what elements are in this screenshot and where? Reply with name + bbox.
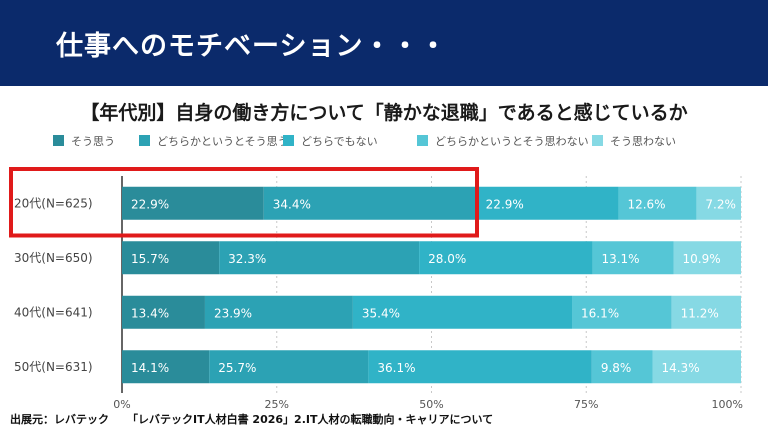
data-label-3-4: 16.1% <box>581 306 619 320</box>
bar-3--2 <box>204 295 353 329</box>
legend-swatch-3 <box>283 135 294 146</box>
bar-1--3 <box>476 186 619 220</box>
bar-3--1 <box>122 295 205 329</box>
bar-1--2 <box>263 186 477 220</box>
bar-1--1 <box>122 186 264 220</box>
legend-label-5: そう思わない <box>610 135 676 148</box>
category-label-3: 40代(N=641) <box>14 305 93 319</box>
data-label-3-1: 13.4% <box>131 306 169 320</box>
data-label-2-3: 28.0% <box>428 252 466 266</box>
source-label: 出展元：レバテック <box>10 413 109 426</box>
data-label-2-5: 10.9% <box>683 252 721 266</box>
bar-3--5 <box>671 295 741 329</box>
category-label-2: 30代(N=650) <box>14 251 93 265</box>
data-label-1-1: 22.9% <box>131 197 169 211</box>
bar-1--5 <box>696 186 741 220</box>
bar-2--5 <box>673 241 741 275</box>
bar-2--2 <box>219 241 420 275</box>
legend-label-3: どちらでもない <box>301 135 378 148</box>
bar-4--1 <box>122 350 210 384</box>
data-label-4-4: 9.8% <box>601 361 632 375</box>
data-label-3-5: 11.2% <box>681 306 719 320</box>
legend-label-1: そう思う <box>71 135 115 148</box>
bar-3--4 <box>572 295 672 329</box>
legend-swatch-2 <box>139 135 150 146</box>
data-label-3-3: 35.4% <box>362 306 400 320</box>
category-label-1: 20代(N=625) <box>14 196 93 210</box>
data-label-1-5: 7.2% <box>705 197 736 211</box>
x-tick-label-1: 0% <box>113 398 130 411</box>
category-label-4: 50代(N=631) <box>14 360 93 374</box>
header-banner: 仕事へのモチベーション・・・ <box>0 0 768 86</box>
legend-label-4: どちらかというとそう思わない <box>435 135 589 148</box>
data-label-1-2: 34.4% <box>273 197 311 211</box>
source-text: 「レバテックIT人材白書 2026」2.IT人材の転職動向・キャリアについて <box>127 413 494 426</box>
highlight-box <box>9 167 479 238</box>
x-tick-label-2: 25% <box>265 398 289 411</box>
data-label-3-2: 23.9% <box>214 306 252 320</box>
data-label-2-1: 15.7% <box>131 252 169 266</box>
bar-2--4 <box>592 241 674 275</box>
data-label-4-5: 14.3% <box>661 361 699 375</box>
bar-2--1 <box>122 241 220 275</box>
bar-4--3 <box>368 350 592 384</box>
data-label-2-2: 32.3% <box>228 252 266 266</box>
legend-label-2: どちらかというとそう思う <box>157 135 289 148</box>
bar-1--4 <box>618 186 697 220</box>
data-label-1-4: 12.6% <box>627 197 665 211</box>
chart-title: 【年代別】自身の働き方について「静かな退職」であると感じているか <box>80 102 688 124</box>
legend-swatch-4 <box>417 135 428 146</box>
bar-3--3 <box>352 295 573 329</box>
data-label-4-1: 14.1% <box>131 361 169 375</box>
x-tick-label-3: 50% <box>419 398 443 411</box>
legend-swatch-1 <box>53 135 64 146</box>
bar-4--4 <box>591 350 653 384</box>
x-tick-label-5: 100% <box>712 398 743 411</box>
data-label-2-4: 13.1% <box>601 252 639 266</box>
data-label-1-3: 22.9% <box>486 197 524 211</box>
bar-4--2 <box>209 350 369 384</box>
bar-2--3 <box>419 241 593 275</box>
bar-4--5 <box>652 350 741 384</box>
x-tick-label-4: 75% <box>574 398 598 411</box>
source-note: 出展元：レバテック 「レバテックIT人材白書 2026」2.IT人材の転職動向・キ… <box>10 411 511 427</box>
banner-title: 仕事へのモチベーション・・・ <box>56 31 448 62</box>
data-label-4-3: 36.1% <box>377 361 415 375</box>
legend-swatch-5 <box>592 135 603 146</box>
data-label-4-2: 25.7% <box>218 361 256 375</box>
